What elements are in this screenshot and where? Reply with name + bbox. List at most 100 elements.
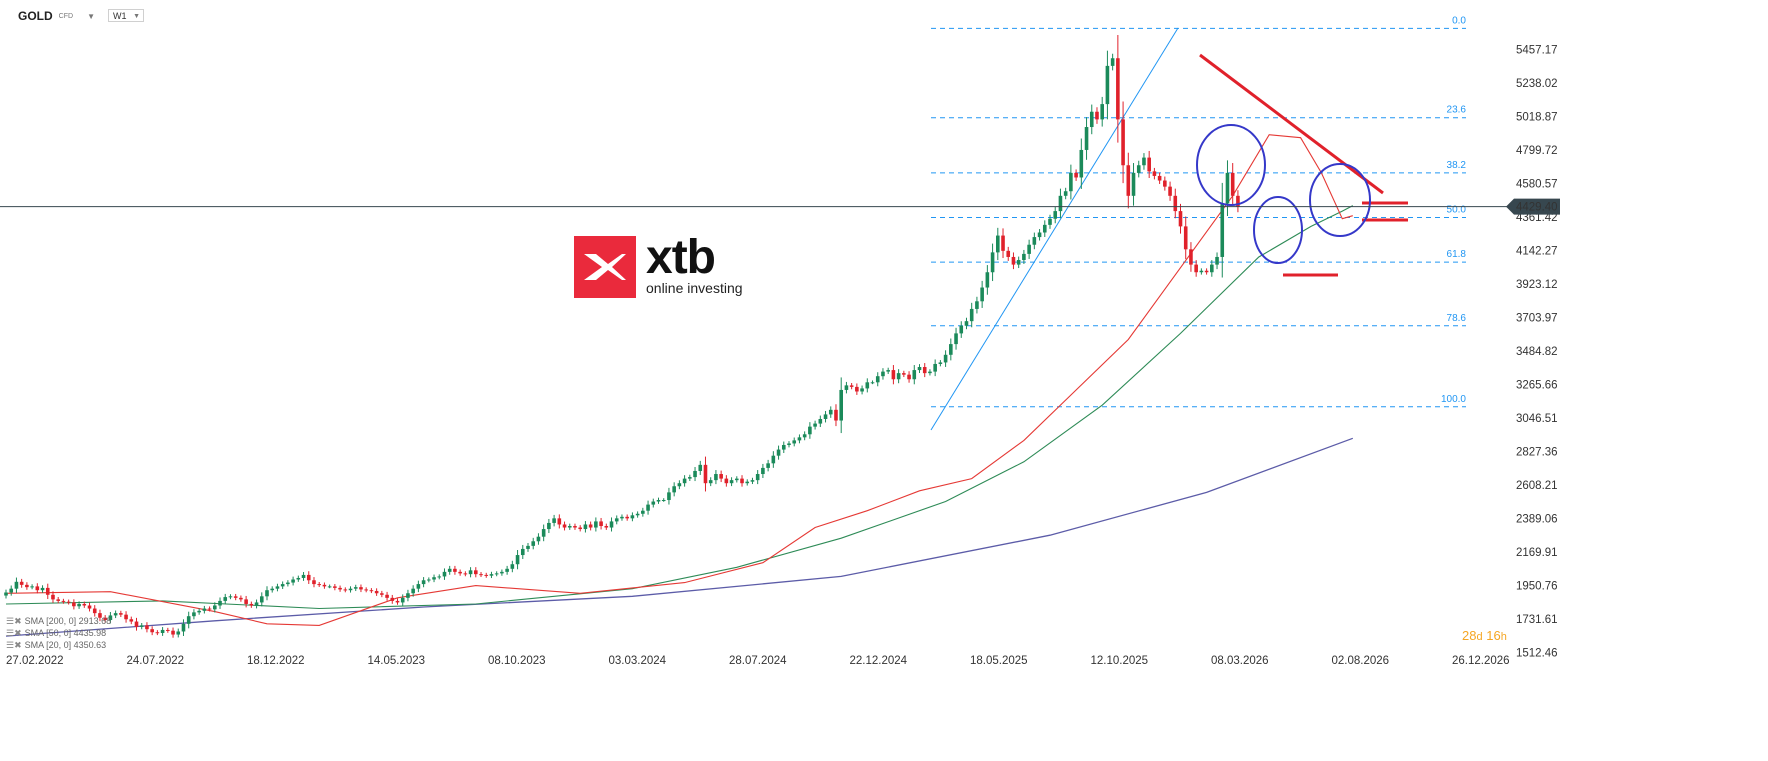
candle-body: [35, 586, 40, 591]
candle-body: [160, 629, 165, 634]
close-icon[interactable]: ☰✖: [6, 627, 22, 638]
candle-body: [14, 581, 19, 589]
candle-body: [849, 385, 854, 387]
chevron-down-icon[interactable]: ▼: [87, 11, 95, 21]
candle: [353, 584, 358, 592]
candle: [1027, 239, 1031, 259]
x-tick-label: 18.05.2025: [970, 655, 1028, 667]
x-tick-label: 12.10.2025: [1091, 655, 1149, 667]
x-tick-label: 14.05.2023: [368, 655, 426, 667]
candle: [667, 487, 671, 505]
timeframe-dropdown[interactable]: W1 ▼: [108, 9, 144, 22]
candle: [437, 574, 442, 580]
fib-level-label: 78.6: [1447, 313, 1467, 324]
candle: [750, 477, 755, 485]
candle-body: [416, 584, 421, 589]
candle-body: [996, 235, 1000, 253]
countdown-days-unit: d: [1476, 631, 1483, 643]
close-icon[interactable]: ☰✖: [6, 639, 22, 650]
candle: [223, 593, 228, 605]
candle-body: [1173, 195, 1178, 212]
close-icon[interactable]: ☰✖: [6, 615, 22, 626]
candle-body: [776, 449, 781, 456]
candle-body: [1037, 232, 1042, 238]
candle: [541, 524, 546, 542]
candle-body: [374, 590, 379, 594]
candle-body: [98, 613, 102, 618]
candle-body: [479, 574, 483, 576]
candle: [912, 365, 917, 385]
candle: [1016, 256, 1021, 269]
candle-body: [333, 586, 337, 588]
candle: [87, 602, 92, 612]
candle-body: [677, 483, 682, 487]
candle-body: [72, 602, 76, 607]
candle: [160, 627, 165, 636]
candle: [254, 599, 259, 609]
candle-body: [536, 536, 541, 542]
candle-body: [792, 440, 797, 444]
candle-body: [708, 480, 713, 484]
candle: [729, 477, 734, 487]
candle: [792, 437, 797, 447]
candle: [458, 569, 462, 576]
candle: [390, 594, 395, 604]
candle: [1204, 268, 1209, 275]
legend-item-sma50[interactable]: ☰✖ SMA [50, 0] 4435.98: [6, 627, 111, 639]
candle-body: [771, 455, 776, 464]
candle: [108, 611, 113, 624]
candle: [557, 514, 562, 529]
candle: [192, 609, 196, 620]
candle-body: [828, 409, 833, 415]
legend-item-sma20[interactable]: ☰✖ SMA [20, 0] 4350.63: [6, 639, 111, 651]
candle-body: [353, 587, 358, 589]
candle: [969, 302, 974, 328]
candle-body: [322, 584, 327, 587]
legend-item-sma200[interactable]: ☰✖ SMA [200, 0] 2913.68: [6, 615, 111, 627]
candle-body: [213, 605, 217, 610]
candle-body: [1194, 264, 1198, 273]
candle-body: [61, 600, 66, 602]
candle: [693, 466, 697, 482]
candle-body: [969, 308, 974, 322]
candle-body: [552, 518, 556, 523]
candle-body: [959, 325, 964, 334]
candle-body: [797, 437, 802, 441]
sma200-line: [5, 437, 1354, 637]
x-tick-label: 22.12.2024: [850, 655, 908, 667]
candle-body: [573, 526, 577, 528]
candle-body: [547, 522, 551, 530]
candle-body: [92, 608, 97, 614]
candle: [735, 476, 739, 483]
candle: [1089, 104, 1094, 135]
candle: [567, 523, 572, 530]
candle-body: [458, 571, 462, 574]
candle: [573, 523, 577, 530]
candle-body: [656, 500, 661, 502]
candle-body: [881, 371, 885, 377]
candle-body: [82, 603, 87, 606]
candle: [1042, 220, 1047, 238]
candle: [787, 441, 791, 448]
chevron-down-icon[interactable]: ▼: [133, 13, 140, 20]
candle-body: [729, 480, 734, 484]
fib-level-label: 61.8: [1447, 249, 1467, 260]
candle: [865, 378, 870, 393]
countdown-hours: 16: [1486, 628, 1501, 643]
candle-body: [781, 444, 786, 450]
candle: [301, 572, 306, 581]
symbol-selector[interactable]: GOLD CFD ▼: [18, 9, 95, 23]
candle-body: [280, 584, 285, 587]
y-tick-label: 4361.42: [1516, 212, 1558, 224]
candle: [870, 380, 875, 385]
candle: [1178, 203, 1183, 234]
candle-body: [181, 623, 186, 632]
candle-body: [270, 588, 275, 591]
candle: [933, 359, 937, 377]
candle-body: [594, 521, 598, 528]
candle: [672, 482, 676, 497]
candle: [980, 280, 984, 308]
candle: [797, 434, 802, 444]
